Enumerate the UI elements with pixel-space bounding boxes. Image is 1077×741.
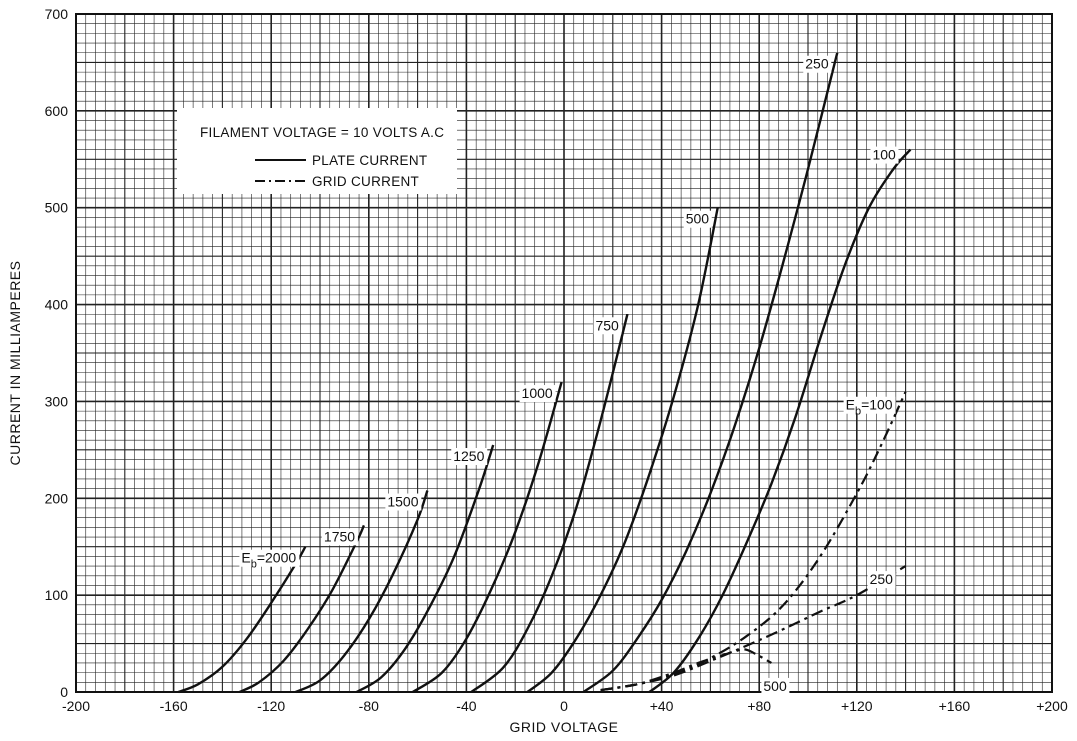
- y-axis-ticks: 0 100 200 300 400 500 600 700: [45, 6, 69, 700]
- y-tick-label: 500: [45, 200, 69, 216]
- plate-current-curve: [582, 52, 839, 693]
- x-tick-label: -80: [359, 698, 379, 714]
- grid-current-curve: [600, 648, 772, 692]
- plate-curve-label: 1250: [453, 448, 484, 464]
- plate-curve-label-bg: [385, 493, 422, 511]
- x-tick-label: +160: [939, 698, 971, 714]
- legend-title: FILAMENT VOLTAGE = 10 VOLTS A.C: [200, 125, 444, 140]
- plate-curve-label: 1750: [324, 528, 355, 544]
- legend: FILAMENT VOLTAGE = 10 VOLTS A.C PLATE CU…: [177, 108, 457, 194]
- plate-current-curve: [526, 207, 719, 693]
- plate-curve-label: 100: [872, 147, 896, 163]
- grid-curve-label: 500: [763, 678, 787, 694]
- x-tick-label: -200: [62, 698, 90, 714]
- x-tick-label: +80: [747, 698, 771, 714]
- grid-curve-label-bg: [867, 571, 896, 589]
- y-axis-title: CURRENT IN MILLIAMPERES: [7, 261, 23, 466]
- plate-curve-label-bg: [519, 385, 556, 403]
- x-axis-ticks: -200 -160 -120 -80 -40 0 +40 +80 +120 +160 +200: [62, 698, 1068, 714]
- x-tick-label: +120: [841, 698, 873, 714]
- x-tick-label: -120: [257, 698, 285, 714]
- grid-curve-label-bg: [843, 396, 896, 414]
- plate-curve-label: 750: [595, 317, 619, 333]
- grid-curve-label-bg: [761, 677, 790, 695]
- x-tick-label: 0: [560, 698, 568, 714]
- x-tick-label: -160: [160, 698, 188, 714]
- y-tick-label: 600: [45, 103, 69, 119]
- plate-current-curve: [295, 490, 429, 694]
- grid-curve-label: Eb=100: [846, 397, 893, 418]
- y-tick-label: 200: [45, 490, 69, 506]
- plate-curve-label-bg: [451, 448, 488, 466]
- plate-current-curve: [355, 444, 495, 694]
- grid-curve-label: 250: [870, 571, 894, 587]
- plate-curve-label: 250: [805, 56, 829, 72]
- x-tick-label: +40: [650, 698, 674, 714]
- legend-entry-plate: PLATE CURRENT: [312, 153, 427, 168]
- plate-curve-label-bg: [321, 528, 358, 546]
- plate-current-curve: [648, 148, 912, 693]
- plate-curve-label-bg: [239, 549, 300, 567]
- legend-box: [177, 108, 457, 194]
- legend-entry-grid: GRID CURRENT: [312, 174, 419, 189]
- plate-curve-label: 1000: [522, 385, 553, 401]
- plot-frame: [75, 13, 1053, 693]
- x-tick-label: -40: [456, 698, 476, 714]
- series: [178, 52, 912, 694]
- plate-curve-label: 500: [686, 211, 710, 227]
- y-tick-label: 300: [45, 393, 69, 409]
- grid-current-curve: [600, 565, 907, 692]
- series-labels: Eb=2000 1750 1500 1250 1000 750 500 250 100 Eb=10…: [239, 55, 899, 695]
- plate-curve-label-bg: [683, 210, 712, 228]
- plate-curve-label-bg: [803, 55, 832, 73]
- y-tick-label: 0: [60, 684, 68, 700]
- plate-curve-label: Eb=2000: [241, 550, 296, 571]
- y-tick-label: 100: [45, 587, 69, 603]
- plate-current-curve: [412, 381, 563, 694]
- y-tick-label: 400: [45, 297, 69, 313]
- x-tick-label: +200: [1036, 698, 1068, 714]
- plate-curve-label-bg: [870, 146, 899, 164]
- x-axis-title: GRID VOLTAGE: [510, 719, 619, 735]
- plate-curve-label-bg: [593, 317, 622, 335]
- y-tick-label: 700: [45, 6, 69, 22]
- plate-current-curve: [470, 314, 629, 693]
- plate-curve-label: 1500: [387, 494, 418, 510]
